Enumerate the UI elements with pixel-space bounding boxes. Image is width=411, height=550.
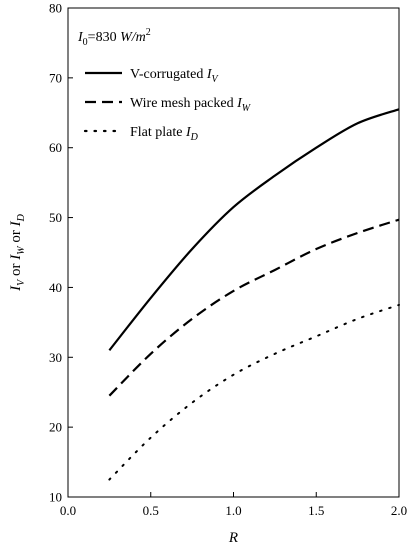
x-tick-label: 2.0 (391, 503, 407, 518)
irradiance-annotation: I0=830 W/m2 (77, 27, 151, 48)
legend-label-3: Flat plate ID (130, 125, 199, 143)
x-tick-label: 1.0 (225, 503, 241, 518)
axis-ticks: 0.0 0.5 1.0 1.5 2.0 10 20 30 40 50 60 70 80 (49, 1, 407, 519)
y-tick-label: 80 (49, 1, 62, 16)
x-tick-label: 1.5 (308, 503, 324, 518)
x-tick-label: 0.0 (60, 503, 76, 518)
legend: V-corrugated IV Wire mesh packed IW Flat p… (83, 67, 252, 143)
y-tick-label: 20 (49, 420, 62, 435)
series-layer (108, 108, 400, 481)
y-tick-label: 60 (49, 140, 62, 155)
legend-label-1: V-corrugated IV (130, 67, 220, 85)
legend-label-2: Wire mesh packed IW (130, 96, 252, 114)
y-tick-label: 50 (49, 210, 62, 225)
x-axis-title: R (228, 530, 238, 546)
y-tick-label: 10 (49, 490, 62, 505)
y-tick-label: 70 (49, 70, 62, 85)
annotation: I0=830 W/m2 (77, 27, 151, 48)
plot-frame (67, 7, 400, 498)
y-tick-label: 40 (49, 280, 62, 295)
axis-labels: R IV​ or IW​ or ID​ (8, 213, 238, 546)
series-line-1 (108, 108, 400, 351)
y-axis-title: IV​ or IW​ or ID​ (8, 213, 27, 291)
series-line-2 (108, 218, 400, 397)
series-line-3 (108, 303, 400, 481)
y-tick-label: 30 (49, 350, 62, 365)
x-tick-label: 0.5 (143, 503, 159, 518)
